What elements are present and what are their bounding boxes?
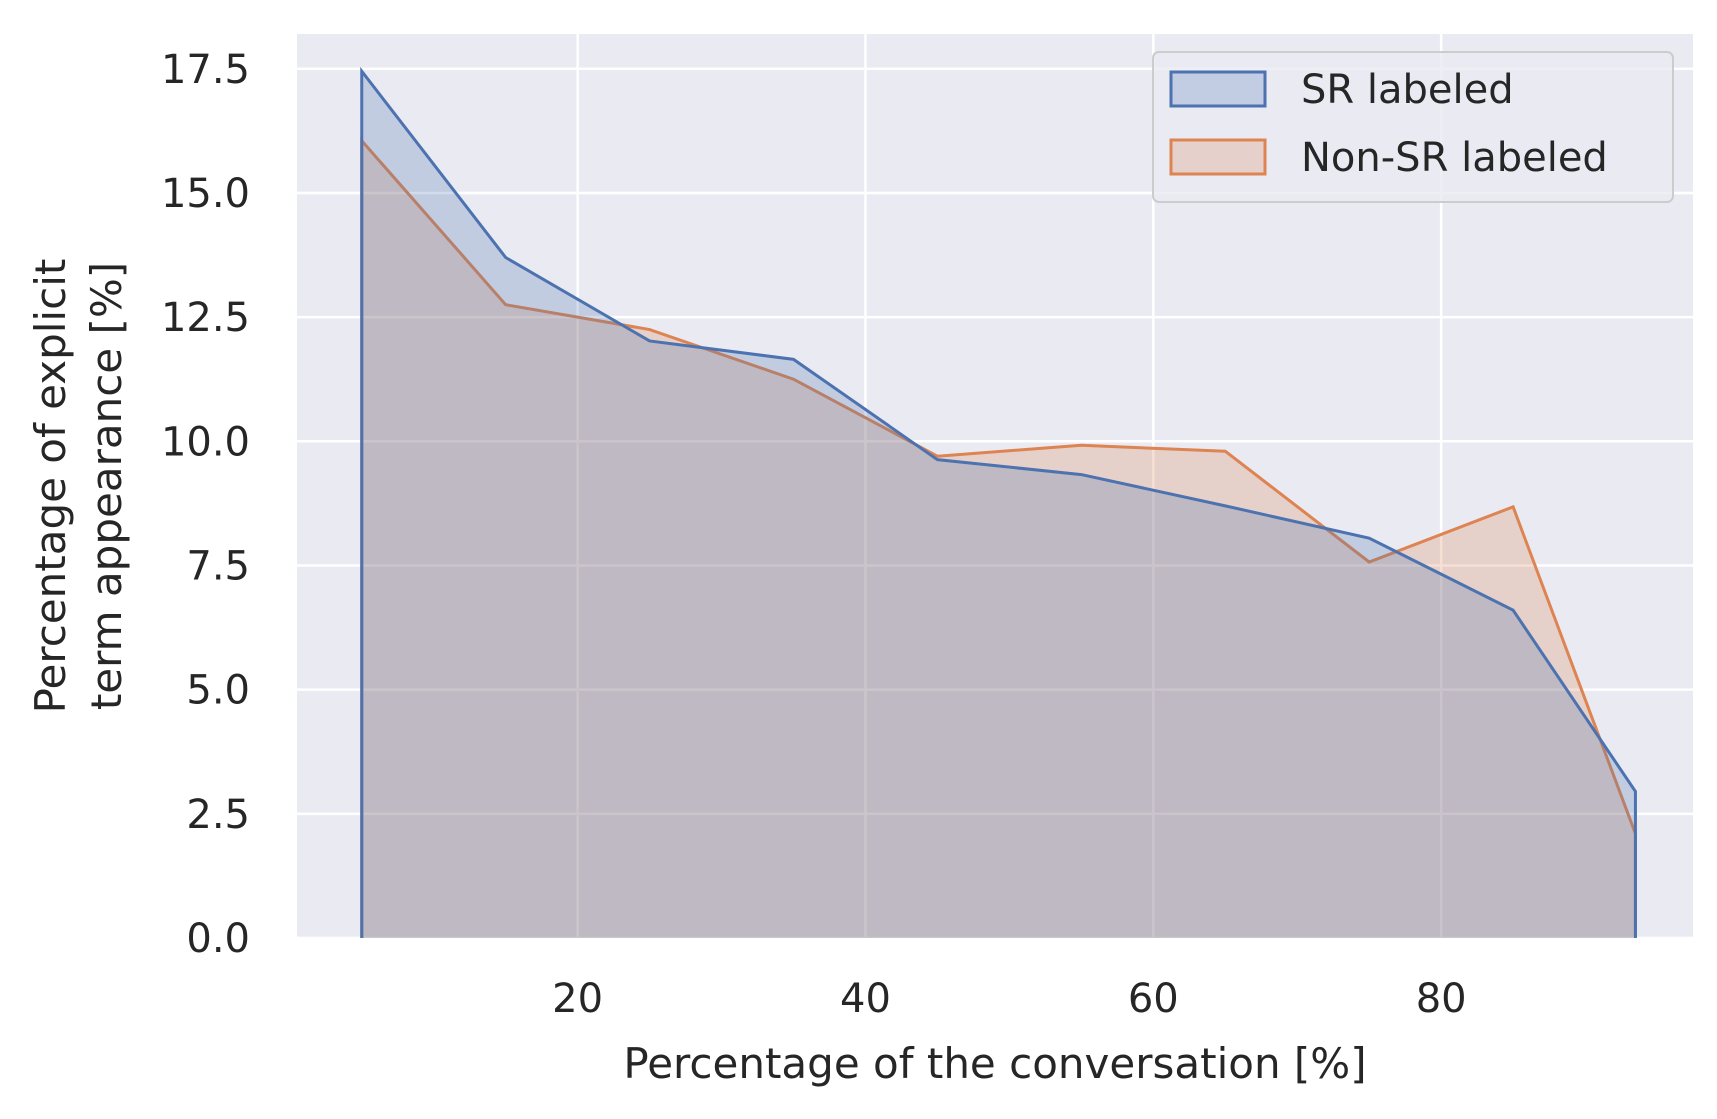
x-tick-label: 20 [552,976,603,1022]
y-tick-label: 0.0 [186,916,250,962]
legend-label: SR labeled [1301,67,1514,113]
y-tick-label: 17.5 [161,47,250,93]
x-axis-title: Percentage of the conversation [%] [623,1039,1366,1088]
tick-labels: 20 40 60 80 0.0 2.5 5.0 7.5 10.0 12.5 15.0 17.5 [161,47,1467,1022]
y-axis-title-line-2: term appearance [%] [82,262,131,710]
legend-swatch [1169,70,1267,108]
y-axis-title-line-1: Percentage of explicit [26,259,75,714]
y-tick-label: 7.5 [186,543,250,589]
y-tick-label: 2.5 [186,792,250,838]
legend-swatch [1169,138,1267,176]
y-tick-label: 5.0 [186,668,250,714]
legend-label: Non-SR labeled [1301,135,1608,181]
series-line-1 [360,66,1637,938]
legend-box [1152,51,1674,203]
x-tick-label: 60 [1128,976,1179,1022]
y-tick-label: 12.5 [161,295,250,341]
y-tick-label: 15.0 [161,171,250,217]
y-tick-label: 10.0 [161,419,250,465]
legend: SR labeled Non-SR labeled [1152,51,1674,203]
x-tick-label: 80 [1416,976,1467,1022]
series-areas [360,66,1637,939]
series-line-0 [360,136,1637,938]
series-area-1 [361,71,1636,938]
x-tick-label: 40 [840,976,891,1022]
